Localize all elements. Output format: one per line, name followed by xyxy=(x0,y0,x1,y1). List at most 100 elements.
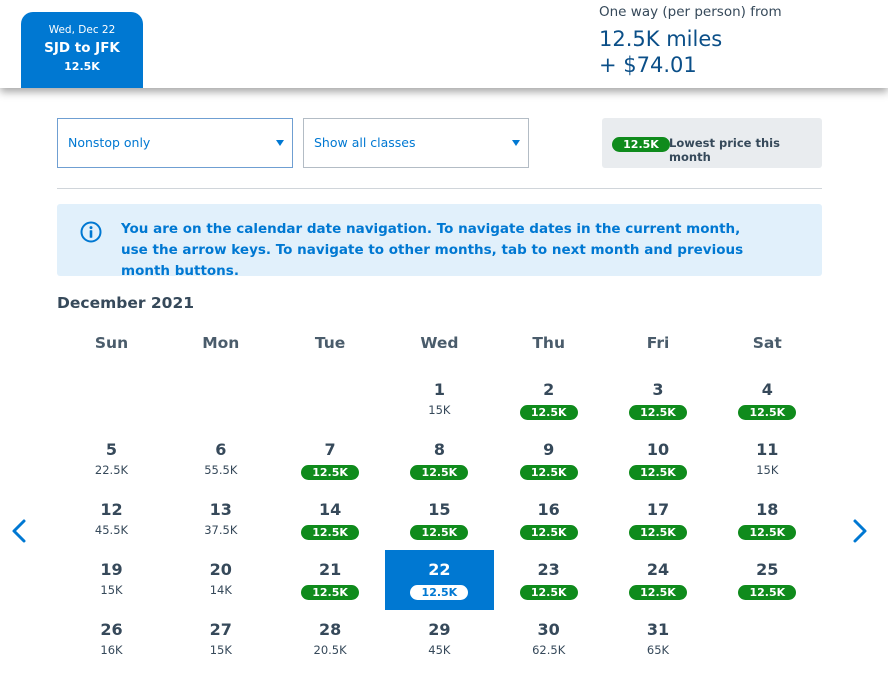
calendar-day-5[interactable]: 5 22.5K xyxy=(57,430,166,490)
day-number: 8 xyxy=(433,440,445,459)
info-message: You are on the calendar date navigation.… xyxy=(121,221,744,279)
day-price: 45K xyxy=(428,643,451,657)
day-number: 25 xyxy=(756,560,779,579)
month-title: December 2021 xyxy=(57,294,195,312)
day-number: 4 xyxy=(761,380,773,399)
calendar-day-10[interactable]: 10 12.5K xyxy=(604,430,713,490)
tab-date: Wed, Dec 22 xyxy=(48,24,116,36)
calendar-day-2[interactable]: 2 12.5K xyxy=(494,370,603,430)
class-select[interactable]: Show all classes xyxy=(303,118,529,168)
day-number: 13 xyxy=(209,500,232,519)
calendar-day-12[interactable]: 12 45.5K xyxy=(57,490,166,550)
day-price: 15K xyxy=(756,463,779,477)
day-number: 29 xyxy=(428,620,451,639)
tab-route: SJD to JFK xyxy=(44,40,120,56)
calendar-day-25[interactable]: 25 12.5K xyxy=(713,550,822,610)
calendar-day-8[interactable]: 8 12.5K xyxy=(385,430,494,490)
weekday-label: Sun xyxy=(94,334,129,352)
lowest-price-pill: 12.5K xyxy=(629,585,687,600)
calendar-day-14[interactable]: 14 12.5K xyxy=(276,490,385,550)
calendar-day-20[interactable]: 20 14K xyxy=(166,550,275,610)
calendar-day-15[interactable]: 15 12.5K xyxy=(385,490,494,550)
day-number: 14 xyxy=(318,500,342,519)
day-number: 30 xyxy=(537,620,560,639)
day-price: 45.5K xyxy=(94,523,129,537)
calendar-day-21[interactable]: 21 12.5K xyxy=(276,550,385,610)
lowest-price-pill: 12.5K xyxy=(519,405,578,420)
day-price: 14K xyxy=(209,583,232,597)
day-number: 17 xyxy=(646,500,670,519)
lowest-price-pill: 12.5K xyxy=(738,405,797,420)
fare-miles: 12.5K miles xyxy=(599,27,723,51)
day-number: 16 xyxy=(537,500,560,519)
lowest-price-pill: 12.5K xyxy=(301,465,360,480)
weekday-label: Fri xyxy=(646,334,670,352)
stops-select[interactable]: Nonstop only xyxy=(57,118,293,168)
class-select-value: Show all classes xyxy=(314,135,416,150)
info-icon xyxy=(80,221,102,243)
day-price: 55.5K xyxy=(204,463,238,477)
calendar-day-4[interactable]: 4 12.5K xyxy=(713,370,822,430)
calendar-day-27[interactable]: 27 15K xyxy=(166,610,275,670)
chevron-right-icon[interactable] xyxy=(847,516,871,546)
fare-cash: + $74.01 xyxy=(599,53,697,78)
lowest-price-pill: 12.5K xyxy=(738,585,797,600)
day-number: 12 xyxy=(100,500,123,519)
weekday-label: Sat xyxy=(752,334,782,352)
chevron-down-icon xyxy=(276,140,284,146)
day-number: 22 xyxy=(428,560,451,579)
info-banner: You are on the calendar date navigation.… xyxy=(57,204,822,279)
day-price: 15K xyxy=(428,403,451,417)
day-number: 24 xyxy=(646,560,670,579)
calendar-day-9[interactable]: 9 12.5K xyxy=(494,430,603,490)
calendar-day-13[interactable]: 13 37.5K xyxy=(166,490,275,550)
day-number: 31 xyxy=(646,620,670,639)
calendar-day-18[interactable]: 18 12.5K xyxy=(713,490,822,550)
legend-price-pill: 12.5K xyxy=(612,137,670,152)
lowest-price-pill: 12.5K xyxy=(519,525,578,540)
day-number: 23 xyxy=(537,560,560,579)
day-price: 16K xyxy=(100,643,123,657)
calendar-day-24[interactable]: 24 12.5K xyxy=(604,550,713,610)
calendar-day-31[interactable]: 31 65K xyxy=(604,610,713,670)
calendar-day-29[interactable]: 29 45K xyxy=(385,610,494,670)
fare-label: One way (per person) from xyxy=(599,4,782,20)
day-number: 5 xyxy=(105,440,118,459)
stops-select-value: Nonstop only xyxy=(68,135,151,150)
calendar-day-26[interactable]: 26 16K xyxy=(57,610,166,670)
day-number: 6 xyxy=(215,440,227,459)
lowest-price-pill: 12.5K xyxy=(519,585,578,600)
legend-text: Lowest price this month xyxy=(669,136,780,164)
calendar-day-16[interactable]: 16 12.5K xyxy=(494,490,603,550)
calendar-day-30[interactable]: 30 62.5K xyxy=(494,610,603,670)
day-number: 3 xyxy=(652,380,664,399)
day-price: 22.5K xyxy=(94,463,129,477)
lowest-price-pill: 12.5K xyxy=(629,465,687,480)
selected-date-tab[interactable]: Wed, Dec 22 SJD to JFK 12.5K xyxy=(21,12,143,88)
calendar-day-1[interactable]: 1 15K xyxy=(385,370,494,430)
calendar-day-28[interactable]: 28 20.5K xyxy=(276,610,385,670)
calendar-day-7[interactable]: 7 12.5K xyxy=(276,430,385,490)
weekday-label: Thu xyxy=(532,334,566,352)
day-number: 15 xyxy=(428,500,451,519)
flight-header: Wed, Dec 22 SJD to JFK 12.5K One way (pe… xyxy=(0,0,888,88)
day-number: 28 xyxy=(318,620,342,639)
weekday-label: Wed xyxy=(420,334,459,352)
calendar-day-22[interactable]: 22 12.5K xyxy=(384,550,494,610)
weekday-label: Tue xyxy=(314,334,346,352)
calendar-day-17[interactable]: 17 12.5K xyxy=(604,490,713,550)
day-number: 1 xyxy=(433,380,445,399)
calendar-day-11[interactable]: 11 15K xyxy=(713,430,822,490)
day-price: 62.5K xyxy=(532,643,566,657)
chevron-down-icon xyxy=(512,140,520,146)
calendar-day-6[interactable]: 6 55.5K xyxy=(166,430,275,490)
lowest-price-pill: 12.5K xyxy=(301,585,360,600)
day-number: 11 xyxy=(756,440,779,459)
calendar-day-23[interactable]: 23 12.5K xyxy=(494,550,603,610)
calendar-day-19[interactable]: 19 15K xyxy=(57,550,166,610)
lowest-price-pill: 12.5K xyxy=(738,525,797,540)
calendar-day-3[interactable]: 3 12.5K xyxy=(604,370,713,430)
weekday-label: Mon xyxy=(202,334,240,352)
chevron-left-icon[interactable] xyxy=(8,516,32,546)
day-number: 26 xyxy=(100,620,123,639)
